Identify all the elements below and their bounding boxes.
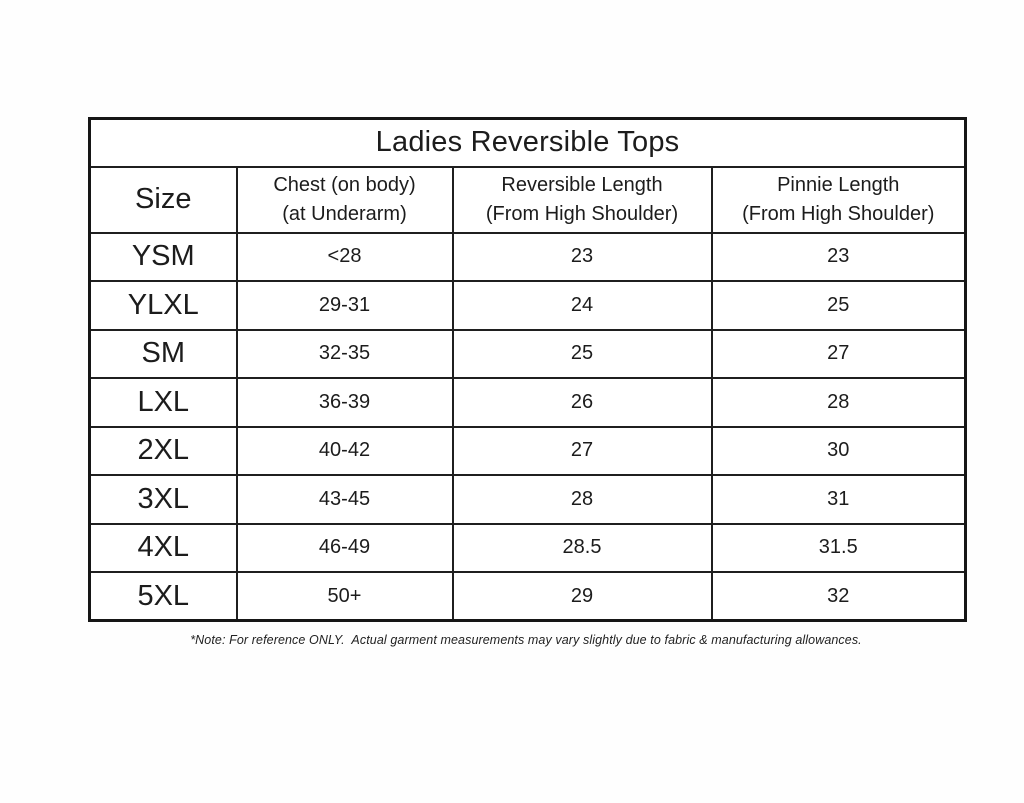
size-cell: 5XL: [88, 571, 238, 622]
header-row: Size Chest (on body) (at Underarm) Rever…: [88, 165, 967, 234]
table-row-4xl: 4XL 46-49 28.5 31.5: [88, 522, 967, 573]
column-header-chest: Chest (on body) (at Underarm): [235, 165, 454, 234]
reversible-length-cell: 28.5: [451, 522, 713, 573]
pinnie-length-cell: 31.5: [710, 522, 967, 573]
chest-cell: 50+: [235, 571, 454, 622]
pinnie-length-cell: 28: [710, 377, 967, 428]
pinnie-length-cell: 23: [710, 231, 967, 282]
size-cell: LXL: [88, 377, 238, 428]
column-header-reversible-length: Reversible Length (From High Shoulder): [451, 165, 713, 234]
pinnie-length-cell: 32: [710, 571, 967, 622]
header-line: (From High Shoulder): [485, 202, 679, 225]
chest-cell: <28: [235, 231, 454, 282]
chest-cell: 43-45: [235, 474, 454, 525]
column-header-size: Size: [88, 165, 238, 234]
header-line: (at Underarm): [282, 202, 407, 225]
pinnie-length-cell: 25: [710, 280, 967, 331]
table-row-5xl: 5XL 50+ 29 32: [88, 571, 967, 622]
pinnie-length-cell: 31: [710, 474, 967, 525]
size-cell: 4XL: [88, 522, 238, 573]
reversible-length-cell: 28: [451, 474, 713, 525]
size-cell: SM: [88, 328, 238, 379]
table-row-sm: SM 32-35 25 27: [88, 328, 967, 379]
column-header-pinnie-length: Pinnie Length (From High Shoulder): [710, 165, 967, 234]
header-line: Chest (on body): [273, 173, 416, 196]
pinnie-length-cell: 30: [710, 425, 967, 476]
table-row-ysm: YSM <28 23 23: [88, 231, 967, 282]
chest-cell: 32-35: [235, 328, 454, 379]
reversible-length-cell: 24: [451, 280, 713, 331]
footnote: *Note: For reference ONLY. Actual garmen…: [190, 633, 862, 647]
size-cell: 3XL: [88, 474, 238, 525]
size-cell: 2XL: [88, 425, 238, 476]
reversible-length-cell: 27: [451, 425, 713, 476]
chest-cell: 36-39: [235, 377, 454, 428]
reversible-length-cell: 23: [451, 231, 713, 282]
size-cell: YSM: [88, 231, 238, 282]
table-row-lxl: LXL 36-39 26 28: [88, 377, 967, 428]
size-chart-table: Ladies Reversible Tops Size Chest (on bo…: [88, 117, 968, 622]
chest-cell: 40-42: [235, 425, 454, 476]
reversible-length-cell: 29: [451, 571, 713, 622]
header-line: Pinnie Length: [777, 173, 900, 196]
pinnie-length-cell: 27: [710, 328, 967, 379]
table-row-3xl: 3XL 43-45 28 31: [88, 474, 967, 525]
table-row-2xl: 2XL 40-42 27 30: [88, 425, 967, 476]
chest-cell: 46-49: [235, 522, 454, 573]
size-cell: YLXL: [88, 280, 238, 331]
header-line: (From High Shoulder): [742, 202, 935, 225]
chest-cell: 29-31: [235, 280, 454, 331]
title-row: Ladies Reversible Tops: [88, 117, 967, 168]
reversible-length-cell: 25: [451, 328, 713, 379]
size-chart: Ladies Reversible Tops Size Chest (on bo…: [88, 117, 968, 647]
table-title: Ladies Reversible Tops: [88, 117, 967, 168]
table-row-ylxl: YLXL 29-31 24 25: [88, 280, 967, 331]
header-line: Reversible Length: [501, 173, 663, 196]
reversible-length-cell: 26: [451, 377, 713, 428]
